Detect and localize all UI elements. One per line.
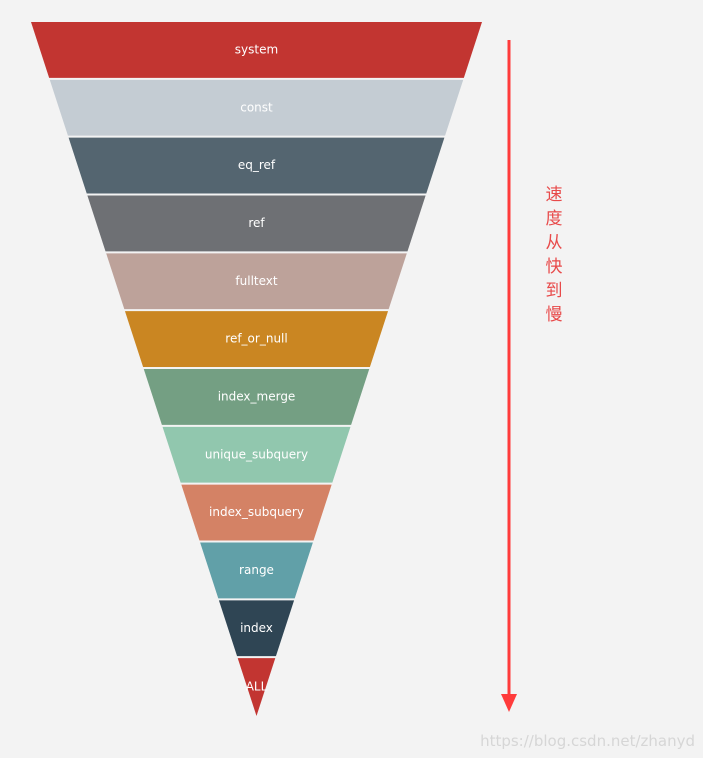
funnel-level-index-merge bbox=[143, 369, 370, 425]
funnel-level-label: ref bbox=[248, 216, 265, 230]
funnel-level-system bbox=[31, 22, 482, 78]
speed-annotation: 速度从快到慢 bbox=[545, 185, 563, 325]
funnel-level-label: fulltext bbox=[235, 274, 277, 288]
funnel-level-label: eq_ref bbox=[238, 158, 276, 172]
funnel-level-label: system bbox=[235, 42, 278, 56]
funnel-level-label: index_subquery bbox=[209, 505, 304, 519]
funnel-level-ref-or-null bbox=[124, 311, 389, 367]
funnel-level-ref bbox=[87, 195, 426, 252]
funnel-level-eq-ref bbox=[68, 137, 445, 194]
funnel-level-const bbox=[49, 79, 464, 136]
funnel-level-all bbox=[237, 658, 276, 716]
funnel-level-label: range bbox=[239, 563, 274, 577]
funnel-level-index bbox=[218, 600, 295, 657]
funnel-level-label: ref_or_null bbox=[225, 332, 287, 346]
funnel-level-fulltext bbox=[106, 253, 407, 310]
funnel-level-unique-subquery bbox=[162, 426, 351, 483]
funnel-level-label: const bbox=[240, 100, 273, 114]
funnel-level-label: index bbox=[240, 621, 273, 635]
funnel-level-label: ALL bbox=[246, 680, 268, 694]
funnel-level-index-subquery bbox=[181, 484, 332, 541]
funnel-level-range bbox=[200, 542, 313, 599]
funnel-level-label: unique_subquery bbox=[205, 447, 308, 461]
watermark: https://blog.csdn.net/zhanyd bbox=[480, 732, 695, 750]
funnel-level-label: index_merge bbox=[218, 389, 296, 403]
